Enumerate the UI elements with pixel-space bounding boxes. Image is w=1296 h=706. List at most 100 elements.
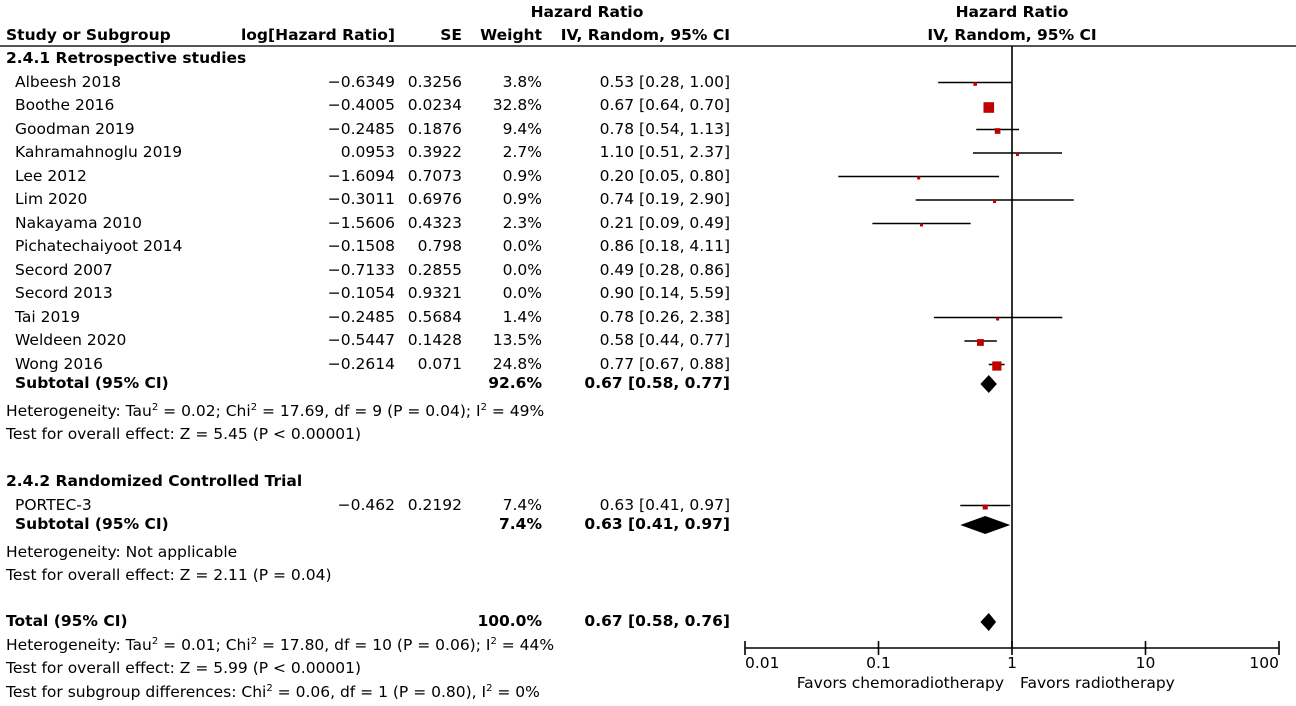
superscript-2: 2 [151,401,159,413]
study-weight: 13.5% [492,331,542,349]
x-tick-label: 0.01 [745,654,780,672]
study-loghr: −0.3011 [327,190,395,208]
study-name: PORTEC-3 [15,495,92,514]
study-weight: 7.4% [502,495,542,514]
study-loghr: −1.5606 [327,213,395,232]
subgroup-heterogeneity: Heterogeneity: Not applicable [6,542,238,561]
total-overall-effect: Test for overall effect: Z = 5.99 (P < 0… [6,659,362,677]
subtotal-weight: 7.4% [499,515,542,533]
study-ci: 0.58 [0.44, 0.77] [599,331,730,349]
subgroup-heterogeneity-chi2: = 17.69, df = 9 (P = 0.04); I [257,401,481,420]
x-tick-label: 10 [1136,654,1156,672]
subtotal-label: Subtotal (95% CI) [15,374,169,392]
subgroup-overall-effect: Test for overall effect: Z = 5.45 (P < 0… [6,425,362,443]
total-heterogeneity-tau2: = 0.01; Chi [158,635,251,654]
study-point [973,82,977,86]
study-weight: 0.9% [502,166,542,185]
subgroup-overall-effect: Test for overall effect: Z = 2.11 (P = 0… [6,566,332,584]
study-ci: 0.67 [0.64, 0.70] [599,96,730,114]
study-loghr: −0.2614 [327,354,395,373]
subgroup-differences-chi2: = 0.06, df = 1 (P = 0.80), I [272,682,487,701]
subtotal-ci: 0.63 [0.41, 0.97] [584,515,730,533]
study-point [983,102,995,113]
subgroup-title: 2.4.2 Randomized Controlled Trial [6,472,303,490]
study-weight: 0.0% [502,260,542,279]
study-ci: 0.74 [0.19, 2.90] [599,190,730,208]
study-se: 0.3922 [407,143,462,161]
study-point [920,223,924,227]
favors-left-label: Favors chemoradiotherapy [797,674,1004,692]
study-point [1016,152,1020,157]
subgroup-heterogeneity-tau2: = 0.02; Chi [158,401,251,420]
se-column-header: SE [440,26,462,44]
study-loghr: 0.0953 [340,143,395,161]
hr-column-subtitle: IV, Random, 95% CI [560,26,730,44]
study-loghr: −1.6094 [327,166,395,185]
study-weight: 9.4% [502,119,542,138]
study-loghr: −0.462 [337,495,395,514]
plot-column-title: Hazard Ratio [955,3,1069,21]
superscript-2: 2 [480,401,487,413]
study-loghr: −0.7133 [327,260,395,279]
total-heterogeneity-i2: = 44% [496,635,555,654]
study-point [992,361,1002,371]
study-se: 0.2855 [407,260,462,279]
subtotal-label: Subtotal (95% CI) [15,515,169,533]
study-se: 0.6976 [407,190,462,208]
total-diamond [980,613,997,631]
study-name: Boothe 2016 [15,96,115,114]
plot-column-subtitle: IV, Random, 95% CI [927,26,1097,44]
superscript-2: 2 [486,682,493,694]
study-point [994,128,1001,134]
subtotal-diamond [980,375,997,393]
study-weight: 0.0% [502,237,542,255]
favors-right-label: Favors radiotherapy [1020,674,1175,692]
study-point [993,200,997,203]
x-tick-label: 100 [1249,654,1279,672]
study-weight: 1.4% [502,307,542,326]
study-ci: 1.10 [0.51, 2.37] [599,143,730,161]
study-point [982,504,988,510]
study-loghr: −0.1054 [327,284,395,302]
study-point [977,339,984,346]
study-name: Kahramahnoglu 2019 [15,143,183,161]
study-name: Secord 2013 [15,284,113,302]
study-loghr: −0.5447 [327,331,395,349]
study-ci: 0.21 [0.09, 0.49] [599,213,730,232]
study-se: 0.4323 [407,213,462,232]
study-loghr: −0.4005 [327,96,395,114]
subgroup-differences-i2: = 0% [492,682,540,701]
subtotal-ci: 0.67 [0.58, 0.77] [584,374,730,392]
weight-column-header: Weight [480,26,542,44]
superscript-2: 2 [151,635,159,647]
study-weight: 32.8% [492,96,542,114]
study-weight: 2.7% [502,143,542,161]
subgroup-heterogeneity: Heterogeneity: Tau2 = 0.02; Chi2 = 17.69… [6,401,544,421]
loghr-column-header: log[Hazard Ratio] [240,26,395,44]
study-se: 0.798 [417,237,462,255]
study-loghr: −0.2485 [327,307,395,326]
x-tick-label: 1 [1007,654,1017,672]
study-name: Weldeen 2020 [15,331,127,349]
study-ci: 0.77 [0.67, 0.88] [599,354,730,373]
study-ci: 0.53 [0.28, 1.00] [599,72,730,91]
study-ci: 0.63 [0.41, 0.97] [599,495,730,514]
total-heterogeneity-prefix: Heterogeneity: Tau [6,635,152,654]
subgroup-differences-prefix: Test for subgroup differences: Chi [6,682,267,701]
study-column-header: Study or Subgroup [6,26,171,44]
study-se: 0.3256 [407,72,462,91]
study-name: Wong 2016 [15,354,103,373]
subtotal-weight: 92.6% [488,374,542,392]
study-name: Goodman 2019 [15,119,135,138]
total-heterogeneity-chi2: = 17.80, df = 10 (P = 0.06); I [257,635,491,654]
study-ci: 0.86 [0.18, 4.11] [599,237,730,255]
study-se: 0.071 [417,354,462,373]
study-se: 0.7073 [407,166,462,185]
subgroup-heterogeneity-prefix: Heterogeneity: Tau [6,401,152,420]
study-se: 0.9321 [407,284,462,302]
superscript-2: 2 [250,635,258,647]
study-ci: 0.49 [0.28, 0.86] [599,260,730,279]
study-loghr: −0.1508 [327,237,395,255]
study-ci: 0.90 [0.14, 5.59] [599,284,730,302]
